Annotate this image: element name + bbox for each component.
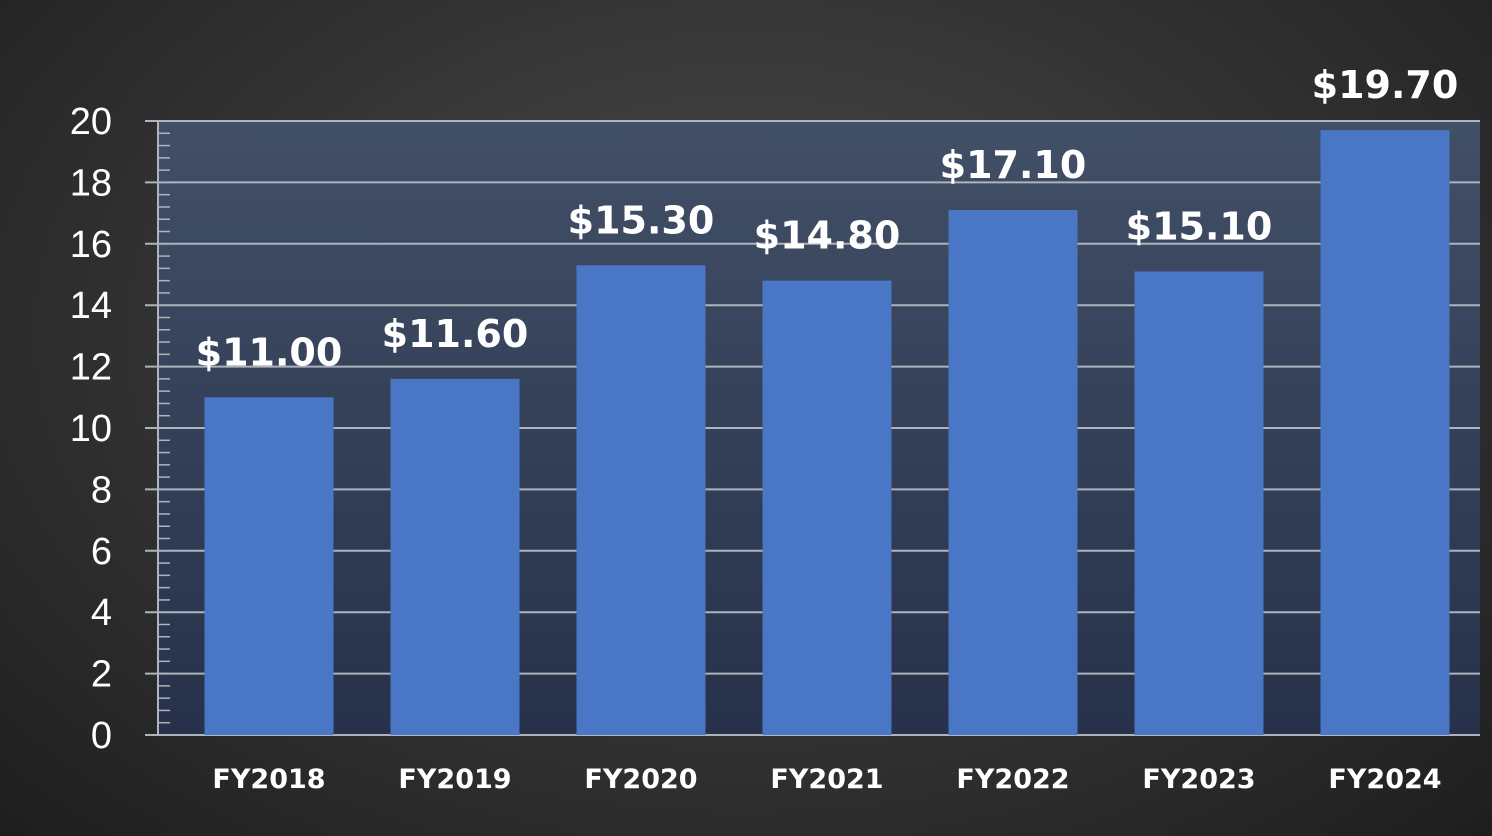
data-labels: $11.00 $11.60 $15.30 $14.80 $17.10 $15.10 $19.… xyxy=(196,63,1459,374)
y-tick-label-16: 16 xyxy=(70,224,112,266)
y-tick-label-14: 14 xyxy=(70,285,112,327)
y-tick-label-12: 12 xyxy=(70,347,112,389)
bar-FY2018 xyxy=(204,397,334,735)
data-label-FY2018: $11.00 xyxy=(196,330,343,374)
bar-FY2020 xyxy=(576,265,706,735)
y-tick-label-6: 6 xyxy=(91,531,112,573)
x-tick-label-FY2018: FY2018 xyxy=(212,764,325,795)
y-tick-label-0: 0 xyxy=(91,715,112,757)
bar-FY2019 xyxy=(390,378,520,735)
x-axis-labels: FY2018 FY2019 FY2020 FY2021 FY2022 FY2023 FY20… xyxy=(212,764,1441,795)
data-label-FY2024: $19.70 xyxy=(1312,63,1459,107)
x-tick-label-FY2023: FY2023 xyxy=(1142,764,1255,795)
bar-FY2021 xyxy=(762,280,892,735)
data-label-FY2023: $15.10 xyxy=(1126,204,1273,248)
y-axis: 0 2 4 6 8 10 12 14 16 18 20 xyxy=(70,101,170,757)
bar-FY2023 xyxy=(1134,271,1264,735)
y-tick-label-20: 20 xyxy=(70,101,112,143)
bars xyxy=(204,130,1450,735)
x-tick-label-FY2020: FY2020 xyxy=(584,764,697,795)
bar-FY2022 xyxy=(948,210,1078,735)
y-tick-label-18: 18 xyxy=(70,162,112,204)
x-tick-label-FY2021: FY2021 xyxy=(770,764,883,795)
data-label-FY2019: $11.60 xyxy=(382,312,529,356)
y-tick-label-10: 10 xyxy=(70,408,112,450)
data-label-FY2021: $14.80 xyxy=(754,214,901,258)
x-tick-label-FY2024: FY2024 xyxy=(1328,764,1441,795)
x-tick-label-FY2022: FY2022 xyxy=(956,764,1069,795)
y-tick-label-4: 4 xyxy=(91,592,112,634)
data-label-FY2022: $17.10 xyxy=(940,143,1087,187)
data-label-FY2020: $15.30 xyxy=(568,198,715,242)
y-tick-label-2: 2 xyxy=(91,654,112,696)
bar-FY2024 xyxy=(1320,130,1450,735)
x-tick-label-FY2019: FY2019 xyxy=(398,764,511,795)
y-tick-label-8: 8 xyxy=(91,469,112,511)
